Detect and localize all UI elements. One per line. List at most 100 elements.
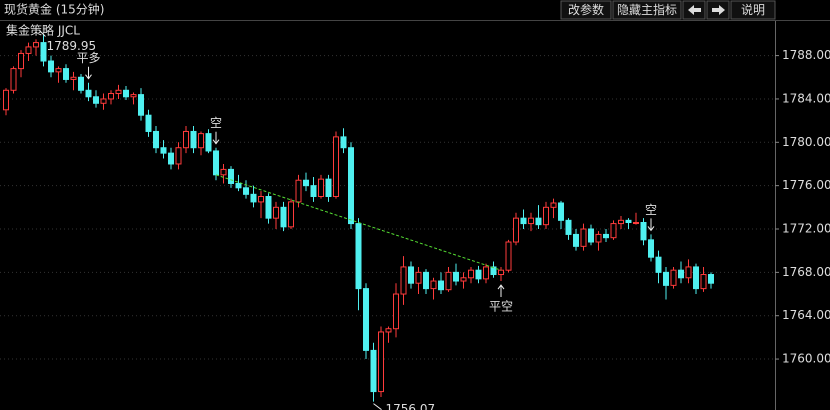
candle-body	[100, 98, 107, 104]
candle-body	[250, 193, 257, 203]
y-tick-label: 1788.00	[782, 48, 830, 62]
candle-body	[498, 269, 504, 276]
candle-body	[33, 42, 39, 48]
button-label[interactable]: 说明	[741, 2, 765, 17]
candle-body	[363, 288, 369, 351]
candle-body	[355, 223, 362, 290]
candle-body	[205, 133, 212, 152]
candle-body	[318, 178, 324, 197]
high-pointer	[39, 30, 46, 37]
chart-subtitle: 集金策略 JJCL	[6, 23, 80, 38]
candle-body	[190, 130, 197, 149]
candle-body	[573, 233, 579, 247]
candle-body	[603, 233, 609, 239]
button-frame[interactable]	[730, 0, 776, 20]
candle-body	[220, 168, 227, 176]
candle-body	[295, 179, 302, 203]
button[interactable]: 隐藏主指标	[612, 0, 682, 20]
candle-body	[325, 178, 332, 197]
candle-body	[460, 277, 467, 282]
button-label[interactable]: 改参数	[568, 2, 604, 17]
candle-body	[213, 150, 219, 176]
y-tick-label: 1772.00	[782, 222, 830, 236]
candle-body	[370, 349, 377, 393]
candle-body	[505, 241, 512, 271]
candle-body	[475, 269, 482, 280]
candle-body	[115, 89, 122, 95]
y-tick-label: 1760.00	[782, 352, 830, 366]
signal-arrowhead	[647, 226, 655, 232]
candle-body	[303, 179, 309, 187]
candle-body	[378, 331, 384, 393]
candle-body	[625, 219, 632, 224]
y-tick-label: 1780.00	[782, 135, 830, 149]
candle-body	[130, 94, 137, 98]
button[interactable]: 说明	[730, 0, 776, 20]
header-title: 现货黄金 (15分钟)	[4, 2, 104, 17]
candle-body	[3, 89, 9, 111]
candle-body	[558, 202, 564, 221]
arrow-right-icon[interactable]	[712, 5, 725, 15]
candle-body	[70, 76, 77, 80]
next-button[interactable]	[706, 0, 730, 20]
candle-body	[145, 114, 152, 132]
candle-body	[445, 271, 452, 291]
signal-arrowhead	[497, 284, 505, 290]
candle-body	[85, 89, 92, 98]
candle-body	[580, 228, 587, 247]
candle-body	[468, 269, 474, 279]
candle-body	[348, 147, 354, 225]
candle-body	[400, 266, 407, 295]
candle-body	[415, 271, 422, 284]
candle-body	[310, 185, 317, 197]
signal-label: 平空	[489, 300, 513, 314]
candle-body	[280, 206, 287, 228]
candle-body	[678, 269, 684, 279]
candle-body	[610, 223, 617, 239]
candle-body	[235, 182, 242, 189]
candle-body	[708, 274, 714, 284]
candle-body	[108, 93, 114, 100]
button-frame[interactable]	[612, 0, 682, 20]
button[interactable]: 改参数	[560, 0, 612, 20]
candle-body	[408, 266, 414, 284]
candle-body	[633, 222, 639, 225]
prev-button[interactable]	[682, 0, 706, 20]
candle-body	[168, 152, 174, 165]
low-label: 1756.07	[386, 402, 436, 410]
candle-body	[63, 68, 69, 80]
candle-body	[333, 136, 339, 197]
candle-body	[430, 280, 437, 290]
candle-body	[393, 293, 399, 330]
candle-body	[438, 280, 444, 291]
candle-body	[18, 52, 24, 70]
candle-body	[483, 266, 489, 280]
candle-body	[640, 222, 647, 241]
candle-body	[153, 130, 159, 149]
arrow-left-icon[interactable]	[688, 5, 701, 15]
signal-arrowhead	[212, 139, 220, 145]
high-label: 1789.95	[47, 39, 97, 53]
trade-line	[215, 174, 502, 271]
candle-body	[55, 68, 62, 73]
candle-body	[258, 195, 264, 203]
candle-body	[138, 94, 144, 116]
y-tick-label: 1764.00	[782, 308, 830, 322]
candle-body	[288, 201, 294, 228]
candle-body	[550, 202, 557, 208]
candle-body	[693, 266, 699, 290]
button-label[interactable]: 隐藏主指标	[617, 2, 677, 17]
y-tick-label: 1768.00	[782, 265, 830, 279]
candle-body	[685, 266, 692, 279]
candle-body	[385, 328, 392, 333]
button-frame[interactable]	[560, 0, 612, 20]
candle-body	[160, 147, 167, 154]
candle-body	[670, 269, 677, 286]
candle-body	[265, 195, 272, 219]
signal-label: 平多	[76, 51, 100, 65]
candle-body	[25, 46, 32, 54]
candle-body	[648, 239, 654, 258]
candle-body	[595, 233, 602, 243]
